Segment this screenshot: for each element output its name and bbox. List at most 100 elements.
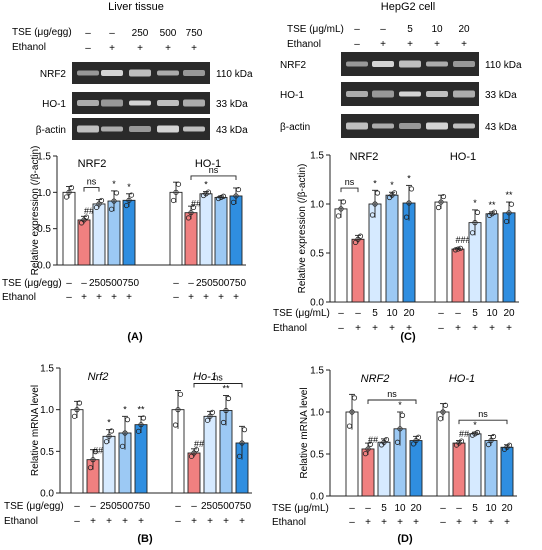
x-ethanol-value: –: [173, 292, 179, 303]
significance-label: *: [473, 420, 477, 430]
blot-band: [183, 126, 205, 132]
bracket-label: ns: [387, 389, 397, 399]
blot-kda: 33 kDa: [485, 90, 517, 101]
data-point: [68, 185, 75, 191]
x-ethanol-label: Ethanol: [272, 517, 306, 528]
x-tse-values-compact: 250500750: [196, 278, 246, 289]
x-ethanol-value: +: [191, 516, 197, 527]
bar: [102, 435, 116, 494]
blot-tse-value: –: [380, 24, 386, 35]
x-ethanol-value: +: [413, 517, 419, 528]
data-point: [190, 204, 197, 211]
blot-band: [77, 100, 99, 106]
significance-label: *: [107, 418, 111, 428]
significance-label: ##: [84, 206, 94, 216]
bar: [500, 446, 514, 497]
x-ethanol-label: Ethanol: [273, 323, 307, 334]
blot-kda: 110 kDa: [485, 60, 522, 71]
significance-label: *: [398, 400, 402, 410]
data-point: [239, 440, 245, 446]
data-point: [442, 402, 449, 408]
blot-band: [426, 91, 448, 97]
y-tick-label: 0.5: [310, 249, 324, 260]
x-tse-value: 20: [403, 308, 415, 319]
bar: [92, 203, 106, 266]
significance-bracket: [458, 419, 508, 425]
data-point: [457, 245, 464, 251]
data-point: [391, 190, 398, 196]
data-point: [76, 400, 83, 406]
blot-ethanol-value: +: [407, 39, 413, 50]
bar: [229, 195, 243, 266]
group-title: NRF2: [361, 373, 390, 385]
blot-band: [453, 90, 475, 98]
bar: [409, 440, 423, 497]
x-tse-value: –: [175, 501, 181, 512]
data-point: [410, 441, 417, 447]
bracket-label: ns: [209, 165, 219, 175]
blot-tse-value: –: [354, 24, 360, 35]
data-point: [474, 429, 481, 436]
bar: [77, 219, 91, 266]
panel-c-title: HepG2 cell: [381, 1, 435, 13]
data-point: [413, 437, 419, 444]
data-point: [488, 437, 494, 444]
x-tse-value: –: [455, 308, 461, 319]
blot-tse-value: 20: [458, 24, 470, 35]
x-ethanol-value: +: [472, 517, 478, 528]
y-tick-label: 1.5: [310, 151, 324, 162]
data-point: [374, 190, 381, 196]
x-ethanol-value: –: [438, 323, 444, 334]
x-tse-value: –: [349, 503, 355, 514]
data-point: [128, 192, 135, 198]
data-point: [408, 186, 415, 192]
bar: [452, 442, 466, 497]
significance-label: *: [204, 180, 208, 190]
blot-band: [426, 61, 448, 67]
data-point: [108, 206, 115, 212]
blot-band: [372, 123, 394, 129]
bar: [485, 213, 499, 303]
data-point: [66, 189, 72, 195]
data-point: [437, 416, 444, 422]
data-point: [365, 446, 371, 452]
data-point: [108, 428, 115, 434]
blot-band: [346, 91, 368, 97]
blot-protein-name: NRF2: [40, 69, 67, 80]
blot-kda: 110 kDa: [216, 69, 253, 80]
bracket-label: ns: [478, 409, 488, 419]
data-point: [218, 194, 224, 201]
blot-band: [183, 99, 205, 107]
blot-band: [183, 70, 205, 76]
x-ethanol-value: +: [355, 323, 361, 334]
x-ethanol-value: +: [456, 517, 462, 528]
x-ethanol-value: –: [338, 323, 344, 334]
blot-tse-value: 10: [431, 24, 443, 35]
panel-c-letter: (C): [400, 331, 416, 343]
data-point: [106, 433, 112, 439]
data-point: [397, 426, 403, 432]
group-title: HO-1: [449, 373, 475, 385]
group-title: HO-1: [195, 158, 221, 170]
blot-protein-name: β-actin: [280, 122, 310, 133]
blot-tse-value: 500: [160, 28, 177, 39]
data-point: [233, 193, 239, 199]
blot-tse-value: 750: [186, 28, 203, 39]
blot-ethanol-value: +: [461, 39, 467, 50]
y-axis-label: Relative mRNA level: [30, 385, 41, 476]
data-point: [455, 246, 461, 252]
data-point: [140, 415, 147, 421]
bracket-label: ns: [87, 177, 97, 187]
x-tse-value: –: [355, 308, 361, 319]
bracket-label: ns: [213, 373, 223, 383]
x-ethanol-value: +: [218, 292, 224, 303]
x-tse-value: 5: [372, 308, 378, 319]
significance-bracket: [83, 187, 100, 192]
blot-protein-name: NRF2: [280, 60, 307, 71]
x-ethanol-value: +: [106, 516, 112, 527]
group-title: Nrf2: [88, 371, 109, 383]
data-point: [235, 186, 242, 193]
x-ethanol-label: Ethanol: [4, 516, 38, 527]
y-tick-label: 0.0: [40, 489, 54, 500]
